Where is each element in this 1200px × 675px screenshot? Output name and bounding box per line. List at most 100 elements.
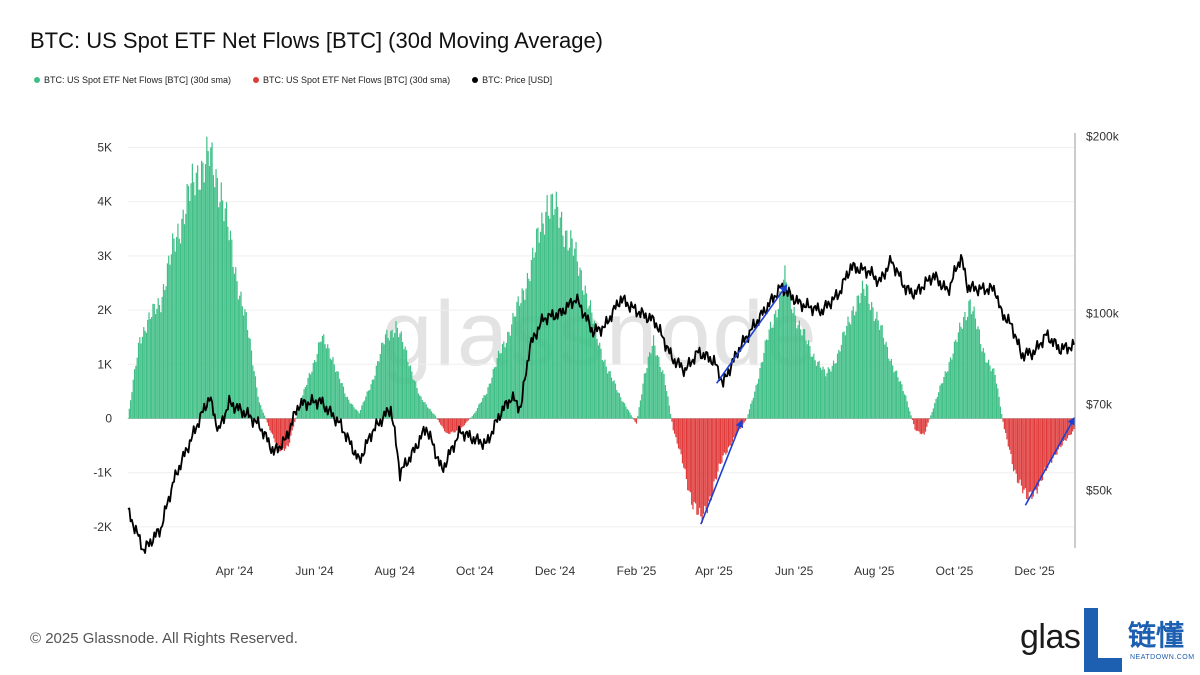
flow-bar-positive bbox=[652, 335, 655, 419]
flow-bar-positive bbox=[869, 310, 871, 419]
flow-bar-positive bbox=[538, 242, 540, 419]
flow-bar-positive bbox=[499, 353, 501, 419]
price-line bbox=[127, 254, 1075, 554]
flow-bar-positive bbox=[794, 315, 797, 419]
flow-bar-positive bbox=[793, 306, 795, 419]
flow-bar-positive bbox=[352, 404, 354, 419]
flow-bar-negative bbox=[919, 418, 921, 434]
flow-bar-positive bbox=[779, 291, 781, 419]
flow-bar-positive bbox=[407, 362, 409, 419]
flow-bar-positive bbox=[986, 362, 988, 419]
flow-bar-positive bbox=[359, 409, 362, 419]
flow-bar-negative bbox=[697, 418, 699, 515]
flow-bar-positive bbox=[589, 300, 592, 419]
flow-bar-positive bbox=[546, 195, 548, 419]
flow-bar-positive bbox=[430, 411, 433, 419]
flow-bar-positive bbox=[425, 404, 427, 419]
flow-bar-positive bbox=[362, 402, 364, 419]
flow-bar-negative bbox=[1033, 418, 1036, 489]
flow-bar-negative bbox=[1022, 418, 1024, 494]
flow-bar-negative bbox=[726, 418, 728, 453]
legend-label-positive: BTC: US Spot ETF Net Flows [BTC] (30d sm… bbox=[44, 75, 232, 85]
flow-bar-negative bbox=[696, 418, 698, 515]
flow-bar-positive bbox=[801, 335, 803, 419]
flow-bar-positive bbox=[474, 412, 476, 419]
flow-bar-positive bbox=[551, 193, 553, 419]
flow-bar-positive bbox=[616, 390, 618, 419]
flow-bar-positive bbox=[152, 303, 154, 419]
flow-bar-positive bbox=[149, 318, 151, 419]
flow-bar-positive bbox=[373, 379, 375, 419]
flow-bar-positive bbox=[670, 413, 672, 419]
flow-bar-negative bbox=[911, 418, 913, 420]
flow-bar-positive bbox=[164, 290, 166, 419]
flow-bar-positive bbox=[610, 377, 613, 419]
flow-bar-negative bbox=[445, 418, 447, 433]
flow-bar-positive bbox=[888, 358, 890, 419]
flow-bar-negative bbox=[1030, 418, 1032, 492]
flow-bar-positive bbox=[994, 374, 996, 419]
flow-bar-positive bbox=[331, 359, 333, 419]
flow-bar-positive bbox=[990, 371, 992, 419]
flow-bar-negative bbox=[440, 418, 442, 425]
flow-bar-positive bbox=[601, 359, 603, 419]
flow-bar-positive bbox=[333, 364, 335, 419]
flow-bar-positive bbox=[409, 365, 412, 419]
flow-bar-positive bbox=[959, 322, 961, 419]
flow-bar-negative bbox=[450, 418, 452, 433]
flow-bar-positive bbox=[399, 333, 401, 419]
flow-bar-positive bbox=[621, 401, 623, 419]
flow-bar-positive bbox=[235, 267, 237, 419]
flow-bar-positive bbox=[811, 356, 814, 419]
flow-bar-positive bbox=[995, 383, 998, 419]
flow-bar-negative bbox=[461, 418, 463, 428]
flow-bar-positive bbox=[882, 337, 885, 419]
flow-bar-positive bbox=[434, 415, 437, 419]
flow-bar-positive bbox=[342, 386, 345, 419]
flow-bar-positive bbox=[197, 165, 199, 419]
flow-bar-positive bbox=[236, 281, 238, 419]
flow-bar-positive bbox=[831, 365, 833, 419]
flow-bar-positive bbox=[961, 328, 963, 419]
flow-bar-positive bbox=[140, 343, 142, 419]
flow-bar-positive bbox=[245, 312, 247, 419]
flow-bar-positive bbox=[187, 185, 190, 419]
flow-bar-positive bbox=[564, 230, 567, 419]
legend-item-price: BTC: Price [USD] bbox=[472, 75, 552, 85]
x-tick-label: Feb '25 bbox=[617, 564, 657, 578]
flow-bar-positive bbox=[819, 367, 822, 419]
flow-bar-positive bbox=[603, 361, 605, 419]
flow-bar-positive bbox=[861, 280, 864, 419]
flow-bar-positive bbox=[162, 284, 165, 419]
trend-arrow bbox=[1024, 416, 1075, 506]
flow-bar-positive bbox=[518, 305, 521, 419]
flow-bar-positive bbox=[495, 366, 497, 419]
flow-bar-negative bbox=[701, 418, 703, 523]
flow-bar-positive bbox=[760, 362, 762, 419]
flow-bar-positive bbox=[840, 344, 843, 419]
flow-bar-positive bbox=[388, 340, 391, 419]
flow-bar-positive bbox=[655, 355, 657, 419]
flow-bar-positive bbox=[378, 361, 380, 419]
flow-bar-negative bbox=[914, 418, 916, 430]
flow-bar-positive bbox=[405, 350, 408, 419]
flow-bar-positive bbox=[574, 248, 576, 419]
x-tick-label: Oct '24 bbox=[456, 564, 494, 578]
flow-bar-positive bbox=[955, 339, 957, 419]
flow-bar-positive bbox=[595, 323, 597, 419]
flow-bar-negative bbox=[680, 418, 682, 455]
y-right-tick-label: $70k bbox=[1086, 398, 1113, 412]
flow-bar-positive bbox=[151, 317, 153, 419]
flow-bar-positive bbox=[894, 371, 896, 419]
flow-bar-positive bbox=[885, 341, 887, 419]
flow-bar-negative bbox=[1037, 418, 1040, 487]
flow-bar-positive bbox=[295, 417, 297, 419]
flow-bar-positive bbox=[599, 342, 601, 419]
flow-bar-negative bbox=[927, 418, 929, 423]
flow-bar-positive bbox=[646, 368, 648, 419]
flow-bar-positive bbox=[415, 381, 417, 419]
flow-bar-negative bbox=[716, 418, 718, 480]
flow-bar-positive bbox=[395, 321, 397, 419]
flow-bar-positive bbox=[863, 288, 865, 419]
flow-bar-negative bbox=[676, 418, 678, 444]
